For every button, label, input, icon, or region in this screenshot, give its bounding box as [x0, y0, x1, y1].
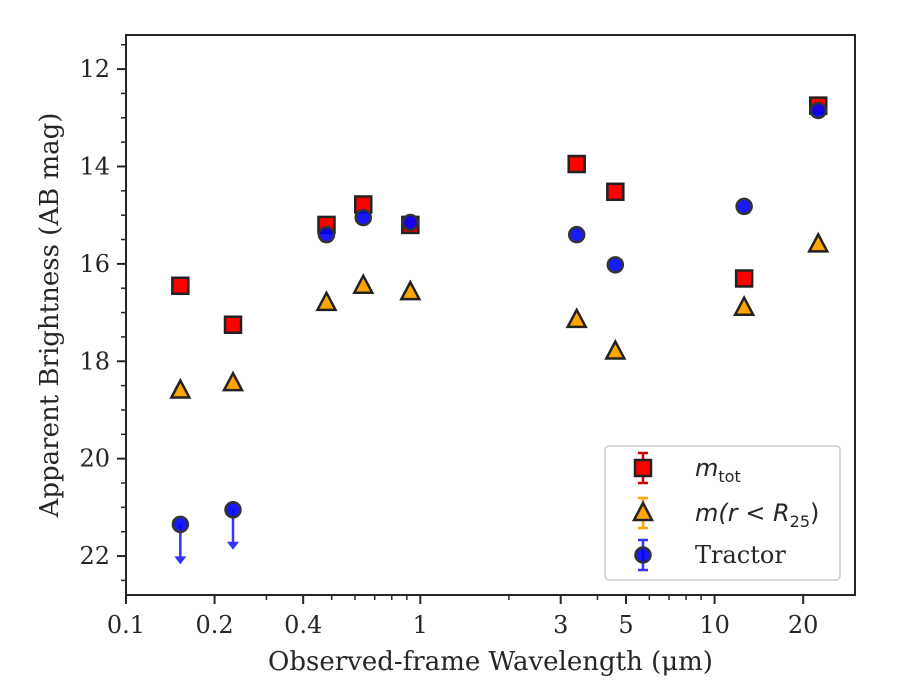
y-tick-label: 12: [79, 55, 110, 83]
data-point-circle: [809, 101, 827, 120]
plot-area: [125, 34, 856, 596]
data-point-triangle: [169, 377, 192, 399]
series-circle: [171, 101, 827, 565]
data-point-triangle: [807, 231, 830, 253]
x-tick-label: 3: [553, 611, 568, 639]
x-tick-label: 5: [618, 611, 633, 639]
data-point-circle: [606, 256, 625, 274]
legend-box: [604, 445, 841, 581]
data-point-circle: [317, 225, 336, 244]
y-tick-label: 14: [79, 152, 110, 180]
data-markers: [169, 96, 830, 565]
data-point-triangle: [565, 307, 588, 329]
y-tick-label: 18: [79, 347, 110, 375]
x-tick-label: 0.4: [284, 611, 322, 639]
data-point-circle: [354, 208, 373, 227]
x-tick-label: 20: [788, 611, 819, 639]
plot-frame: [125, 34, 856, 596]
upper-limit-arrow-head: [227, 541, 240, 550]
data-point-triangle: [399, 279, 422, 301]
data-point-triangle: [604, 338, 627, 360]
y-axis: 12 14 16 18 20 22: [79, 43, 126, 582]
data-point-square: [734, 269, 754, 288]
upper-limit-arrow-head: [174, 556, 187, 565]
x-axis: 0.1 0.2 0.4 1 3 5 10 20: [107, 595, 819, 639]
series-square: [171, 96, 828, 334]
legend-marker-circle: [634, 546, 652, 564]
data-point-circle: [567, 225, 586, 244]
y-tick-label: 16: [79, 250, 110, 278]
series-triangle: [169, 231, 830, 399]
y-tick-label: 22: [79, 542, 110, 570]
x-tick-label: 1: [413, 611, 428, 639]
x-axis-title: Observed-frame Wavelength (μm): [268, 647, 713, 677]
legend-label-circle: Tractor: [695, 541, 786, 569]
legend: mtot m(r < R25) Tractor: [604, 445, 841, 581]
legend-label-square: mtot: [695, 454, 741, 486]
data-point-triangle: [733, 295, 756, 316]
data-point-square: [223, 315, 243, 334]
data-point-triangle: [315, 290, 338, 312]
data-point-square: [171, 276, 190, 296]
x-tick-label: 10: [699, 611, 730, 639]
y-tick-label: 20: [79, 445, 110, 473]
x-tick-label: 0.2: [196, 611, 234, 639]
data-point-square: [567, 154, 586, 174]
legend-marker-square: [633, 458, 653, 478]
x-tick-label: 0.1: [107, 611, 145, 639]
y-axis-title: Apparent Brightness (AB mag): [35, 113, 65, 519]
legend-label-triangle: m(r < R25): [695, 499, 819, 531]
data-point-circle: [401, 213, 420, 232]
data-point-circle: [224, 501, 242, 519]
data-point-square: [606, 182, 625, 202]
data-point-circle: [171, 515, 190, 534]
data-point-triangle: [221, 370, 245, 392]
data-point-circle: [735, 197, 753, 216]
legend-marker-triangle: [631, 500, 655, 522]
data-point-triangle: [352, 273, 375, 295]
